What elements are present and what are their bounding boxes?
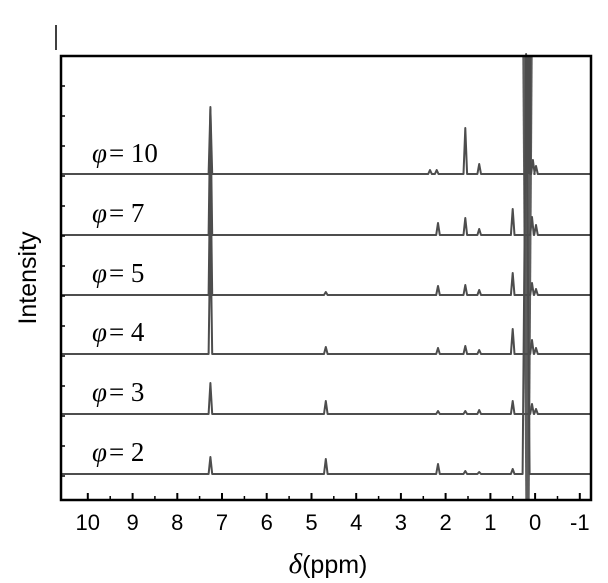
series-label-symbol: φ [92, 198, 107, 228]
series-label-symbol: φ [92, 377, 107, 407]
series-label: φ= 5 [92, 258, 144, 288]
series-label: φ= 2 [92, 437, 144, 467]
x-axis-title-unit: (ppm) [302, 551, 367, 579]
x-tick-label: 8 [171, 510, 183, 535]
x-tick-label: 9 [126, 510, 138, 535]
x-axis-title: δ(ppm) [289, 548, 368, 580]
series-label-symbol: φ [92, 138, 107, 168]
spectra-group [61, 53, 591, 500]
x-tick-label: 6 [261, 510, 273, 535]
x-tick-label: 0 [529, 510, 541, 535]
x-axis-title-symbol: δ [289, 548, 303, 580]
x-axis-tick-labels: 10 9 8 7 6 5 4 3 2 1 0 -1 [76, 510, 590, 535]
spectrum-line [61, 106, 591, 236]
y-axis-minor-ticks [61, 85, 65, 477]
spectrum-line [61, 225, 591, 355]
series-label-symbol: φ [92, 317, 107, 347]
spectrum-line [61, 53, 591, 475]
y-axis-title: Intensity [14, 231, 42, 325]
series-label-value: = 7 [109, 198, 144, 228]
spectrum-line [61, 382, 591, 415]
spectrum-line [61, 156, 591, 296]
series-label: φ= 10 [92, 138, 158, 168]
x-tick-label: 10 [76, 510, 100, 535]
series-label-value: = 4 [109, 317, 145, 347]
x-tick-label: 5 [305, 510, 317, 535]
x-tick-label: 2 [439, 510, 451, 535]
series-label: φ= 4 [92, 317, 145, 347]
x-tick-label: 4 [350, 510, 362, 535]
x-tick-label: 3 [395, 510, 407, 535]
series-label: φ= 7 [92, 198, 144, 228]
series-label-symbol: φ [92, 258, 107, 288]
main-signal-band [522, 56, 533, 500]
x-tick-label: 7 [216, 510, 228, 535]
series-label-value: = 3 [109, 377, 144, 407]
series-label: φ= 3 [92, 377, 144, 407]
x-tick-label: 1 [484, 510, 496, 535]
series-label-value: = 5 [109, 258, 144, 288]
series-labels: φ= 10φ= 7φ= 5φ= 4φ= 3φ= 2 [92, 138, 158, 467]
series-label-value: = 10 [109, 138, 158, 168]
plot-frame [59, 54, 593, 502]
x-tick-label: -1 [570, 510, 590, 535]
x-axis-ticks [86, 493, 581, 500]
series-label-value: = 2 [109, 437, 144, 467]
spectrum-line [61, 81, 591, 175]
series-label-symbol: φ [92, 437, 107, 467]
